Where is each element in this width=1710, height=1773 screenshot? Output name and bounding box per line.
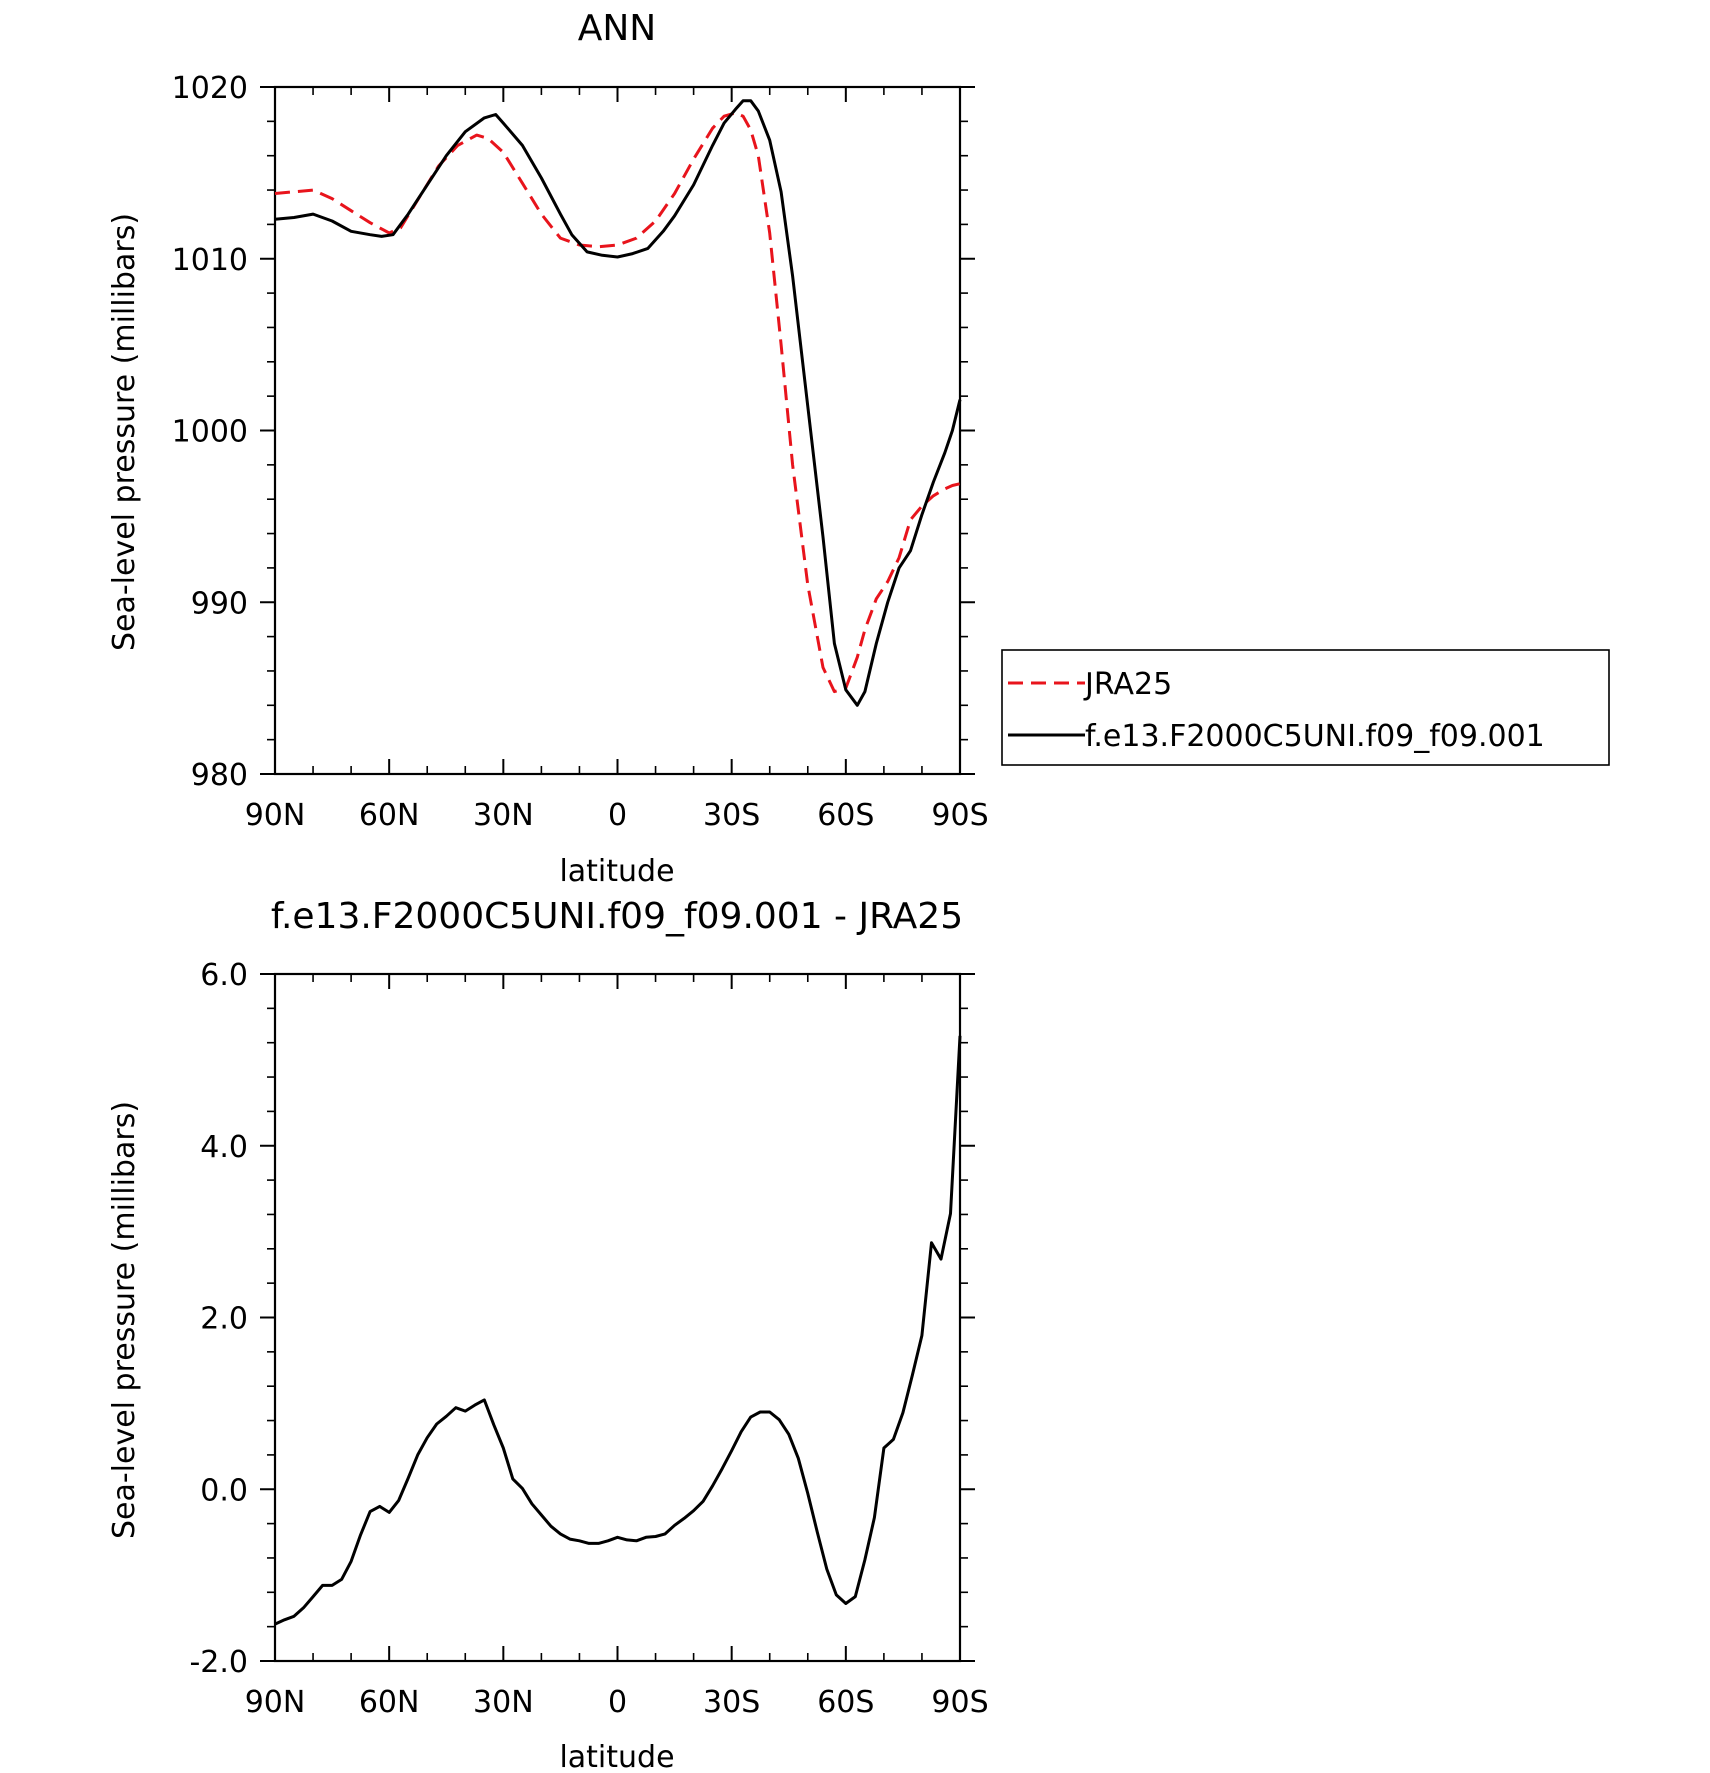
top-x-tick-label: 30N	[473, 798, 534, 833]
bottom-x-tick-label: 30S	[703, 1685, 760, 1720]
bottom-x-axis-label: latitude	[559, 1740, 674, 1773]
top-series-line-jra25	[274, 111, 961, 694]
bottom-x-tick-label: 30N	[473, 1685, 534, 1720]
top-y-tick-label: 990	[191, 586, 248, 621]
bottom-x-tick-label: 0	[608, 1685, 627, 1720]
bottom-plot-area: 90N 60N 30N 0 30S 60S 90S -2.0 0.0 2.0 4.0 6.0	[189, 958, 988, 1720]
bottom-y-tick-label: -2.0	[189, 1645, 248, 1680]
top-x-tick-label: 60N	[359, 798, 420, 833]
bottom-y-axis-label: Sea-level pressure (millibars)	[107, 1101, 142, 1539]
top-x-tick-label: 0	[608, 798, 627, 833]
top-plot-area: 90N 60N 30N 0 30S 60S 90S 980 990 1000 1010 1020	[172, 71, 989, 833]
legend-label-jra25: JRA25	[1083, 667, 1172, 702]
bottom-x-tick-label: 60N	[359, 1685, 420, 1720]
legend-label-model: f.e13.F2000C5UNI.f09_f09.001	[1085, 719, 1545, 754]
bottom-x-tick-label: 90N	[245, 1685, 306, 1720]
bottom-x-tick-label: 60S	[817, 1685, 874, 1720]
top-x-axis-label: latitude	[559, 854, 674, 889]
bottom-x-tick-label: 90S	[931, 1685, 988, 1720]
top-y-tick-label: 1020	[172, 71, 248, 106]
top-panel: ANN 90N 60N 30N 0 30S 60S 90S 980 990 1000 1010 102…	[107, 8, 989, 889]
top-y-axis-label: Sea-level pressure (millibars)	[107, 213, 142, 651]
bottom-panel: f.e13.F2000C5UNI.f09_f09.001 - JRA25 90N…	[107, 896, 989, 1773]
top-series-line-f-e13-f2000c5uni-f09-f09-001	[274, 99, 962, 707]
bottom-plot-frame	[273, 972, 962, 1663]
top-y-tick-label: 1010	[172, 243, 248, 278]
top-y-tick-label: 980	[191, 758, 248, 793]
top-x-tick-label: 90N	[245, 798, 306, 833]
top-x-tick-label: 90S	[931, 798, 988, 833]
bottom-y-tick-label: 6.0	[200, 958, 248, 993]
top-plot-frame	[273, 85, 962, 776]
top-chart-title: ANN	[578, 8, 657, 49]
bottom-chart-title: f.e13.F2000C5UNI.f09_f09.001 - JRA25	[271, 896, 963, 937]
bottom-y-tick-label: 0.0	[200, 1473, 248, 1508]
top-y-tick-label: 1000	[172, 415, 248, 450]
legend-box	[1001, 649, 1610, 766]
legend: JRA25 f.e13.F2000C5UNI.f09_f09.001	[1001, 649, 1610, 766]
top-x-tick-label: 60S	[817, 798, 874, 833]
bottom-series-line-difference	[274, 1035, 962, 1626]
bottom-y-tick-label: 2.0	[200, 1302, 248, 1337]
top-x-tick-label: 30S	[703, 798, 760, 833]
bottom-y-tick-label: 4.0	[200, 1130, 248, 1165]
